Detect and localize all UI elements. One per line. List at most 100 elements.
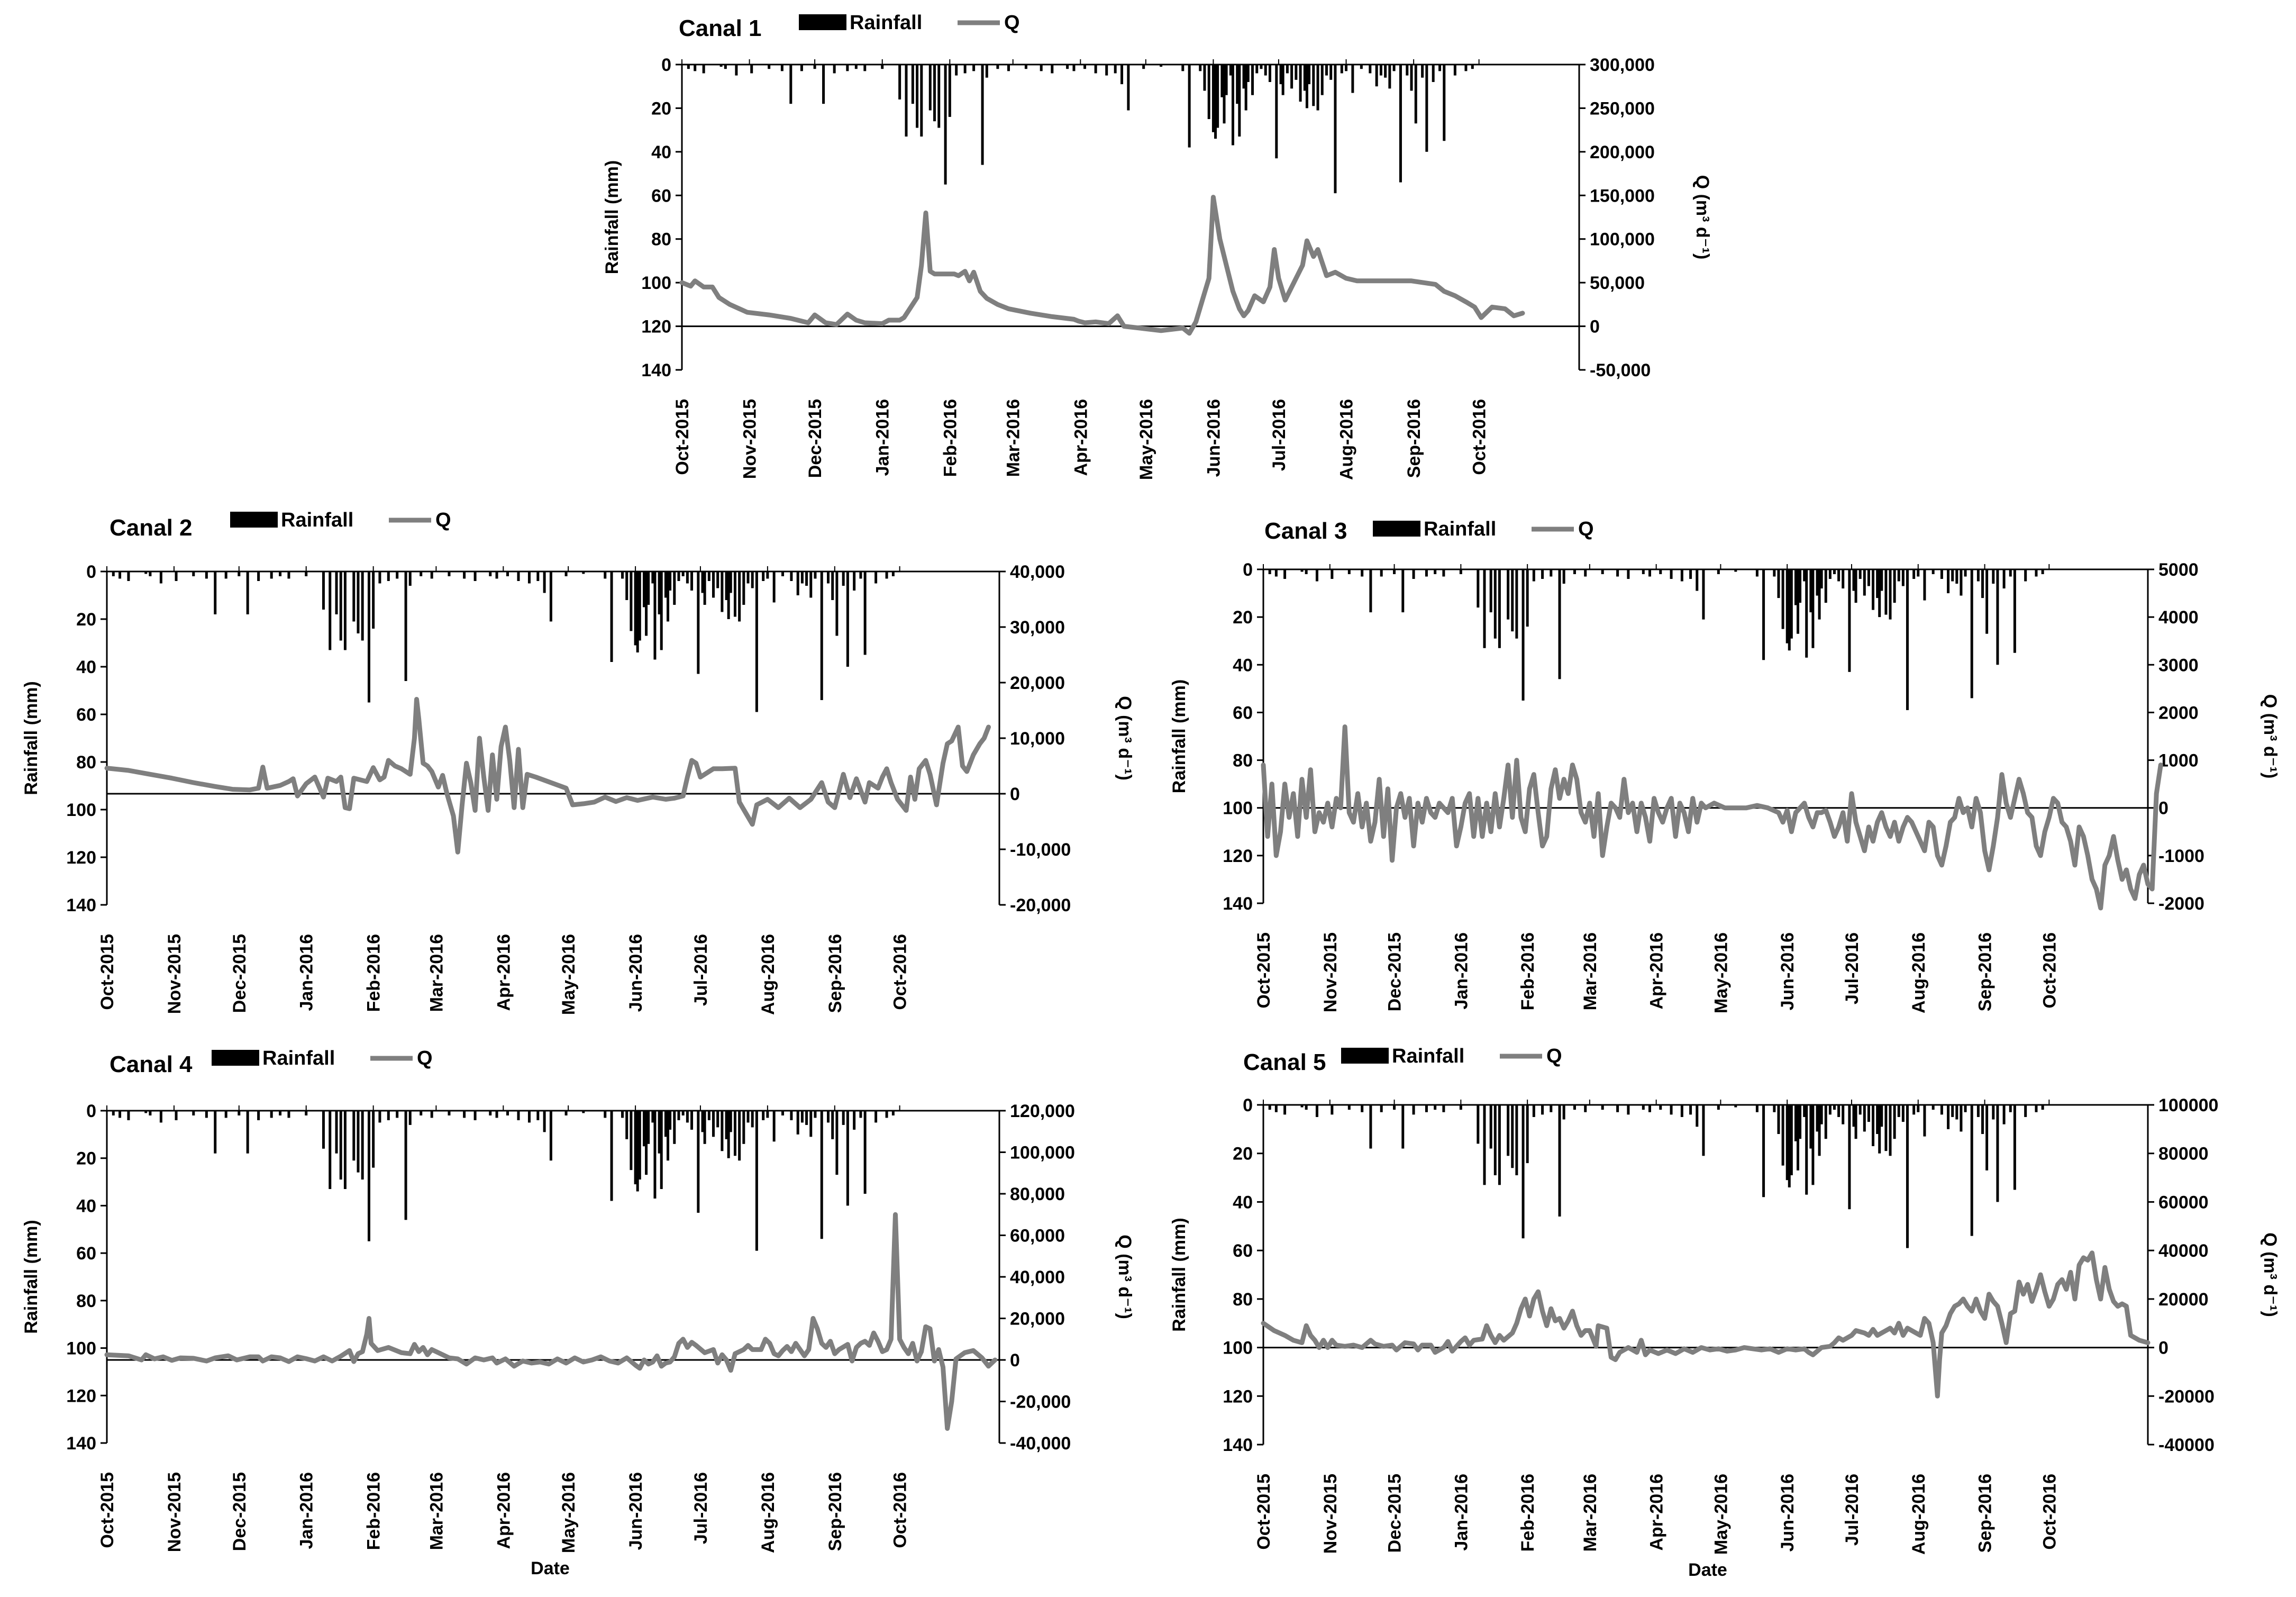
- rainfall-bar: [1260, 65, 1263, 69]
- rainfall-bar: [621, 571, 624, 579]
- rainfall-bar: [667, 571, 670, 622]
- rainfall-bar: [1809, 569, 1812, 613]
- rainfall-bar: [1805, 1105, 1808, 1195]
- rainfall-bar: [339, 571, 342, 641]
- rainfall-bar: [1507, 1105, 1510, 1156]
- rainfall-bar: [2009, 569, 2012, 577]
- rainfall-bar: [1526, 1105, 1529, 1164]
- rainfall-bar: [842, 1111, 845, 1125]
- rainfall-bar: [1878, 1105, 1881, 1154]
- rainfall-bar: [1105, 65, 1108, 76]
- rainfall-bar: [1816, 1105, 1819, 1132]
- rainfall-bar: [891, 1111, 895, 1115]
- x-tick-label: Dec-2015: [805, 399, 825, 478]
- rainfall-bar: [1931, 569, 1935, 575]
- rainfall-bar: [625, 571, 628, 600]
- rainfall-bar: [604, 1111, 607, 1118]
- rainfall-bar: [881, 65, 884, 69]
- right-axis-title: Q (m³ d⁻¹): [1115, 1235, 1135, 1319]
- x-tick-label: Apr-2016: [1647, 1474, 1667, 1551]
- rainfall-bar: [1794, 569, 1797, 605]
- rainfall-bar: [1867, 569, 1870, 586]
- x-tick-label: Apr-2016: [494, 1472, 514, 1549]
- rainfall-bar: [1401, 569, 1405, 613]
- rainfall-bar: [372, 1111, 375, 1168]
- rainfall-bar: [378, 1111, 381, 1123]
- rainfall-bar: [1642, 569, 1645, 575]
- rainfall-bar: [1255, 65, 1259, 74]
- rainfall-bar: [981, 65, 984, 165]
- rainfall-bar: [863, 1111, 867, 1194]
- rainfall-bar: [1361, 1105, 1364, 1112]
- rainfall-bar: [1848, 569, 1851, 672]
- rainfall-bar: [1799, 569, 1802, 603]
- rainfall-bar: [1521, 1105, 1525, 1239]
- rainfall-bar: [1863, 1105, 1866, 1132]
- rainfall-bar: [1315, 569, 1318, 582]
- left-tick-label: 120: [1223, 1386, 1253, 1407]
- rainfall-bar: [630, 1111, 633, 1170]
- rainfall-bar: [1489, 1105, 1492, 1149]
- rainfall-bar: [651, 1111, 654, 1123]
- rainfall-bar: [1399, 65, 1402, 183]
- rainfall-bar: [1734, 569, 1737, 572]
- rainfall-bar: [944, 65, 947, 185]
- x-tick-label: May-2016: [1136, 399, 1156, 480]
- right-tick-label: 60000: [2158, 1192, 2209, 1212]
- legend-q-label: Q: [1004, 12, 1020, 34]
- rainfall-bar: [1283, 1105, 1287, 1115]
- left-tick-label: 140: [1223, 1435, 1253, 1455]
- x-tick-label: Feb-2016: [1518, 932, 1538, 1010]
- rainfall-bar: [1142, 65, 1145, 69]
- rainfall-bar: [677, 571, 680, 581]
- rainfall-bar: [827, 571, 830, 584]
- rainfall-bar: [149, 1111, 152, 1115]
- rainfall-bar: [1803, 569, 1806, 582]
- rainfall-bar: [721, 1111, 724, 1151]
- rainfall-bar: [1410, 65, 1413, 91]
- rainfall-bar: [664, 571, 667, 598]
- rainfall-bar: [790, 1111, 793, 1120]
- right-tick-label: 20,000: [1010, 1309, 1065, 1329]
- x-tick-label: Sep-2016: [1975, 1474, 1996, 1553]
- rainfall-bar: [1717, 569, 1720, 575]
- rainfall-bar: [874, 1111, 878, 1123]
- right-tick-label: -20000: [2158, 1386, 2215, 1407]
- rainfall-bar: [1964, 1105, 1967, 1112]
- rainfall-bar: [1281, 65, 1284, 95]
- rainfall-bar: [681, 571, 685, 576]
- rainfall-bar: [1007, 65, 1010, 71]
- x-tick-label: Apr-2016: [1071, 399, 1091, 476]
- rainfall-bar: [1414, 65, 1417, 124]
- rainfall-bar: [329, 1111, 332, 1190]
- rainfall-bar: [687, 65, 690, 69]
- right-tick-label: -20,000: [1010, 895, 1071, 915]
- rainfall-bar: [1940, 569, 1943, 579]
- rainfall-bar: [898, 65, 901, 99]
- left-tick-label: 20: [76, 610, 96, 630]
- legend-rainfall-swatch: [1341, 1048, 1389, 1064]
- left-tick-label: 20: [76, 1149, 96, 1169]
- rainfall-bar: [721, 571, 724, 612]
- rainfall-bar: [1493, 1105, 1497, 1175]
- right-tick-label: -20,000: [1010, 1392, 1071, 1412]
- rainfall-bar: [1981, 1105, 1984, 1135]
- rainfall-bar: [2041, 569, 2044, 575]
- right-tick-label: 150,000: [1590, 186, 1655, 206]
- rainfall-bar: [664, 1111, 667, 1137]
- rainfall-bar: [420, 571, 423, 576]
- left-tick-label: 0: [86, 1101, 96, 1121]
- right-tick-label: 2000: [2158, 703, 2199, 723]
- rainfall-bar: [1345, 65, 1348, 71]
- rainfall-bar: [1837, 569, 1841, 582]
- right-tick-label: 0: [2158, 1338, 2169, 1358]
- rainfall-bar: [549, 571, 552, 622]
- rainfall-bar: [1229, 65, 1232, 76]
- canal-3-chart: Canal 3 Rainfall Q 0 20 40 60 80 100 120 140 5000 40…: [1169, 518, 2280, 1013]
- x-tick-label: Oct-2015: [97, 934, 117, 1010]
- rainfall-bar: [1696, 569, 1699, 591]
- left-tick-label: 80: [76, 1291, 96, 1311]
- rainfall-bar: [1985, 569, 1989, 634]
- chart-title: Canal 4: [110, 1051, 193, 1077]
- rainfall-bar: [690, 571, 694, 591]
